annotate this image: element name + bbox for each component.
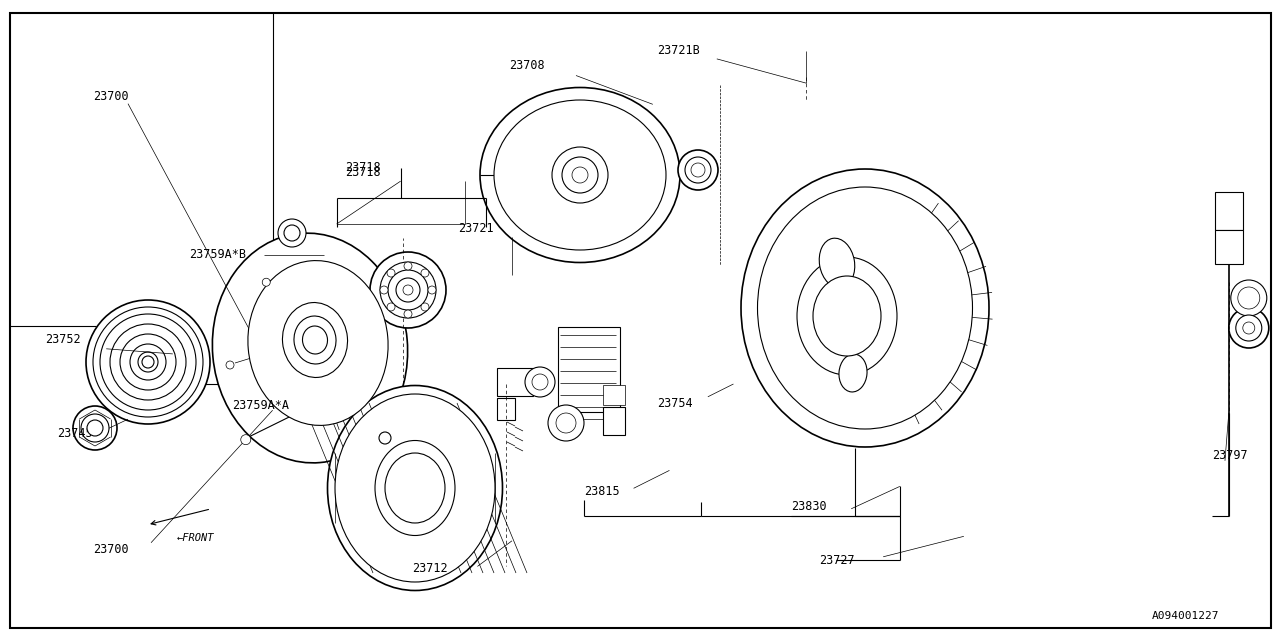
- Circle shape: [1229, 308, 1268, 348]
- Text: 23721B: 23721B: [657, 44, 699, 57]
- Circle shape: [532, 374, 548, 390]
- Circle shape: [556, 413, 576, 433]
- Circle shape: [403, 285, 413, 295]
- Ellipse shape: [283, 303, 348, 378]
- Circle shape: [1235, 315, 1262, 341]
- Circle shape: [1231, 280, 1267, 316]
- Text: 23700: 23700: [93, 543, 129, 556]
- Bar: [497, 398, 515, 420]
- Text: 23700: 23700: [93, 90, 129, 102]
- Circle shape: [404, 310, 412, 318]
- Text: 23745: 23745: [58, 428, 93, 440]
- Text: 23752: 23752: [45, 333, 81, 346]
- Circle shape: [678, 150, 718, 190]
- Ellipse shape: [212, 233, 407, 463]
- Circle shape: [86, 300, 210, 424]
- Circle shape: [131, 344, 166, 380]
- Text: ←FRONT: ←FRONT: [177, 532, 214, 543]
- Circle shape: [421, 269, 429, 277]
- Circle shape: [388, 270, 428, 310]
- Circle shape: [110, 324, 186, 400]
- Text: A094001227: A094001227: [1152, 611, 1220, 621]
- Circle shape: [387, 303, 396, 311]
- Bar: [1215, 192, 1243, 230]
- Circle shape: [572, 167, 588, 183]
- Ellipse shape: [385, 453, 445, 523]
- Text: 23759A*A: 23759A*A: [232, 399, 289, 412]
- Ellipse shape: [284, 225, 300, 241]
- Circle shape: [387, 269, 396, 277]
- Circle shape: [548, 405, 584, 441]
- Ellipse shape: [278, 219, 306, 247]
- Circle shape: [1243, 322, 1254, 334]
- Circle shape: [120, 334, 177, 390]
- Text: 23759A*B: 23759A*B: [189, 248, 247, 261]
- Bar: [603, 407, 625, 435]
- Text: 23712: 23712: [412, 562, 448, 575]
- Ellipse shape: [227, 361, 234, 369]
- Ellipse shape: [758, 187, 973, 429]
- Ellipse shape: [335, 394, 495, 582]
- Ellipse shape: [741, 169, 989, 447]
- Circle shape: [100, 314, 196, 410]
- Text: 23708: 23708: [509, 60, 545, 72]
- Ellipse shape: [375, 440, 454, 536]
- Circle shape: [380, 262, 436, 318]
- Ellipse shape: [838, 354, 867, 392]
- Circle shape: [142, 356, 154, 368]
- Circle shape: [525, 367, 556, 397]
- Circle shape: [241, 435, 251, 445]
- Bar: [558, 327, 620, 412]
- Text: 23718: 23718: [346, 166, 381, 179]
- Ellipse shape: [248, 260, 388, 426]
- Circle shape: [552, 147, 608, 203]
- Bar: [1215, 230, 1243, 264]
- Text: 23797: 23797: [1212, 449, 1248, 462]
- Ellipse shape: [294, 316, 337, 364]
- Circle shape: [1238, 287, 1260, 309]
- Ellipse shape: [302, 326, 328, 354]
- Circle shape: [370, 252, 445, 328]
- Circle shape: [138, 352, 157, 372]
- Text: 23727: 23727: [819, 554, 855, 566]
- Ellipse shape: [797, 257, 897, 375]
- Text: 23830: 23830: [791, 500, 827, 513]
- Ellipse shape: [374, 427, 396, 449]
- Ellipse shape: [813, 276, 881, 356]
- Text: 23721: 23721: [458, 222, 494, 235]
- Bar: [497, 368, 532, 396]
- Circle shape: [380, 286, 388, 294]
- Circle shape: [93, 307, 204, 417]
- Circle shape: [428, 286, 436, 294]
- Ellipse shape: [494, 100, 666, 250]
- Circle shape: [81, 414, 109, 442]
- Bar: [603, 385, 625, 405]
- Circle shape: [562, 157, 598, 193]
- Circle shape: [73, 406, 116, 450]
- Ellipse shape: [379, 432, 390, 444]
- Circle shape: [685, 157, 710, 183]
- Circle shape: [262, 278, 270, 286]
- Circle shape: [404, 262, 412, 270]
- Ellipse shape: [480, 88, 680, 262]
- Circle shape: [421, 303, 429, 311]
- Ellipse shape: [328, 385, 503, 591]
- Ellipse shape: [819, 238, 855, 288]
- Circle shape: [87, 420, 102, 436]
- Text: 23815: 23815: [584, 485, 620, 498]
- Text: 23754: 23754: [657, 397, 692, 410]
- Circle shape: [691, 163, 705, 177]
- Circle shape: [396, 278, 420, 302]
- Text: 23718: 23718: [346, 161, 381, 174]
